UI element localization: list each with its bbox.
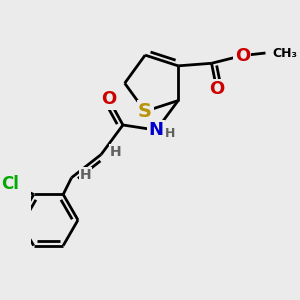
Text: S: S	[138, 102, 152, 121]
Text: CH₃: CH₃	[272, 46, 297, 59]
Text: H: H	[80, 168, 92, 182]
Text: O: O	[101, 90, 116, 108]
Text: H: H	[110, 145, 121, 159]
Text: Cl: Cl	[2, 175, 20, 193]
Text: H: H	[165, 128, 176, 140]
Text: N: N	[149, 121, 164, 139]
Text: O: O	[209, 80, 224, 98]
Text: O: O	[235, 46, 250, 64]
